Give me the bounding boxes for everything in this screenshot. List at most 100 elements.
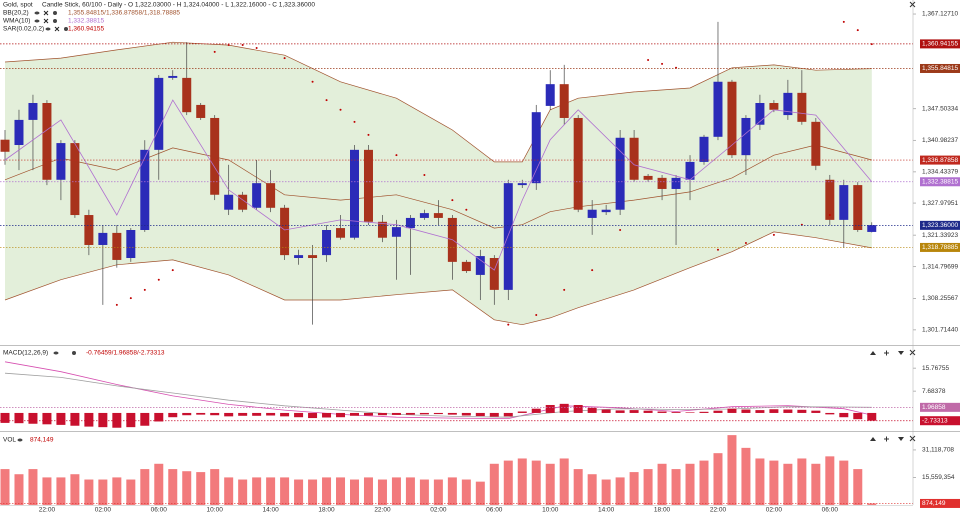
volume-bar xyxy=(629,472,639,505)
macd-bar xyxy=(182,412,192,416)
eye-icon[interactable] xyxy=(53,351,59,355)
macd-bar xyxy=(196,412,206,415)
volume-bar xyxy=(755,458,765,505)
x-tick-label: 02:00 xyxy=(766,507,783,514)
x-tick-label: 22:00 xyxy=(39,507,56,514)
candle-body xyxy=(643,175,653,180)
macd-bar xyxy=(699,411,709,413)
volume-bar xyxy=(741,447,751,505)
resize-buttons[interactable] xyxy=(884,350,889,442)
eye-icon[interactable] xyxy=(45,27,51,31)
x-tick-label: 14:00 xyxy=(262,507,279,514)
price-tag xyxy=(920,63,960,73)
macd-bar xyxy=(447,412,457,415)
price-tag xyxy=(920,242,960,252)
candle-body xyxy=(769,103,779,110)
sar-dot xyxy=(619,229,622,232)
sar-dot xyxy=(255,46,258,49)
move-buttons[interactable] xyxy=(870,351,904,355)
macd-line xyxy=(4,361,872,420)
volume-bar xyxy=(140,469,150,505)
candle-body xyxy=(783,92,793,116)
macd-bar xyxy=(489,412,499,417)
price-tag-label: 1,336.87858 xyxy=(922,157,959,164)
price-tag xyxy=(920,498,960,508)
close-buttons[interactable] xyxy=(909,1,916,442)
panel-buttons[interactable] xyxy=(870,1,916,442)
candle-body xyxy=(168,75,178,78)
indicator-name: WMA(10) xyxy=(3,18,30,25)
remove-icon[interactable] xyxy=(43,10,60,32)
band-line xyxy=(4,144,872,229)
candle-body xyxy=(322,230,332,256)
macd-bar xyxy=(433,412,443,415)
price-tag-label: 1.96858 xyxy=(922,404,946,411)
candle-body xyxy=(601,209,611,213)
indicator-name: VOL xyxy=(3,437,16,444)
sar-dot xyxy=(353,120,356,123)
macd-bar xyxy=(70,412,80,426)
eye-icon[interactable] xyxy=(34,11,40,15)
volume-bar xyxy=(350,479,359,505)
candle-body xyxy=(196,104,206,118)
settings-icon[interactable] xyxy=(53,19,57,23)
volume-bar xyxy=(154,463,164,505)
candle-body xyxy=(727,81,737,156)
eye-icon[interactable] xyxy=(34,19,40,23)
macd-line xyxy=(4,372,872,418)
y-tick-label: 1,367.12710 xyxy=(922,11,959,18)
candle-body xyxy=(391,227,401,237)
volume-bar xyxy=(825,456,835,505)
sar-dot xyxy=(241,44,244,47)
macd-bar xyxy=(280,412,290,417)
eye-icon[interactable] xyxy=(17,438,23,442)
macd-bar xyxy=(601,409,611,413)
macd-bar xyxy=(783,409,793,413)
volume-bar xyxy=(713,453,723,505)
candle-body xyxy=(713,81,723,137)
candle-body xyxy=(266,183,276,208)
volume-bar xyxy=(294,479,304,505)
volume-bar xyxy=(797,458,807,505)
volume-bar xyxy=(559,458,569,505)
volume-bar xyxy=(84,479,94,505)
price-tag-label: 1,318.78885 xyxy=(922,244,959,251)
y-tick-label: 15.76755 xyxy=(922,365,949,372)
settings-icon[interactable] xyxy=(72,351,76,355)
y-tick-label: 1,334.43379 xyxy=(922,169,959,176)
candle-body xyxy=(755,103,765,125)
indicator-value: 1,332.38815 xyxy=(68,18,105,25)
volume-bar xyxy=(252,477,262,505)
band-line xyxy=(4,41,872,163)
volume-bar xyxy=(28,469,38,505)
volume-bar xyxy=(685,463,695,505)
macd-bar xyxy=(461,412,471,416)
macd-bar xyxy=(769,409,779,413)
x-tick-label: 18:00 xyxy=(654,507,671,514)
settings-icon[interactable] xyxy=(53,11,57,15)
indicator-icons[interactable] xyxy=(17,10,77,442)
volume-bar xyxy=(391,477,401,505)
macd-bar xyxy=(98,412,108,428)
move-buttons[interactable] xyxy=(870,437,904,441)
price-tag-label: 1,332.38815 xyxy=(922,178,959,185)
macd-bar xyxy=(587,407,597,413)
volume-bar xyxy=(657,463,667,505)
macd-bar xyxy=(84,412,94,427)
legend: Gold, spot Candle Stick, 60/100 - Daily … xyxy=(3,2,315,444)
macd-bar xyxy=(56,412,66,425)
y-tick-label: 7.68378 xyxy=(922,388,946,395)
settings-icon[interactable] xyxy=(64,27,68,31)
macd-bar xyxy=(322,412,332,418)
sar-dot xyxy=(325,99,328,102)
volume-bar xyxy=(601,479,611,505)
candle-body xyxy=(825,179,835,220)
volume-bar xyxy=(238,479,248,505)
candle-body xyxy=(559,84,569,118)
volume-bar xyxy=(643,469,653,505)
macd-bar xyxy=(573,404,583,413)
macd-bar xyxy=(531,408,541,413)
y-tick-label: 1,347.50334 xyxy=(922,105,959,112)
sar-dot xyxy=(828,214,831,217)
sar-dot xyxy=(772,233,775,236)
